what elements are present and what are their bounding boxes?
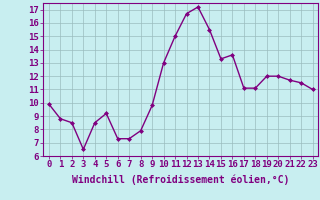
X-axis label: Windchill (Refroidissement éolien,°C): Windchill (Refroidissement éolien,°C) [72, 175, 290, 185]
